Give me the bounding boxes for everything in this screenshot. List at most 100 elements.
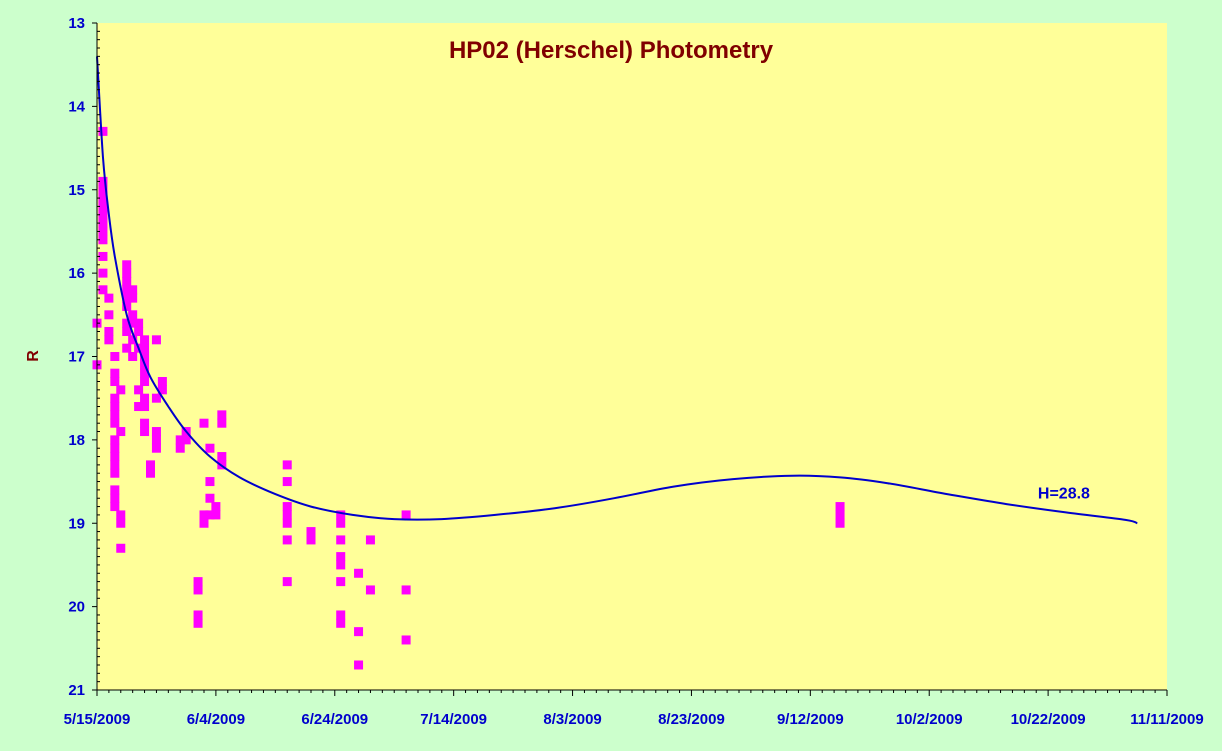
data-point	[282, 577, 292, 587]
data-point	[365, 585, 375, 595]
data-point	[151, 443, 161, 453]
data-point	[181, 435, 191, 445]
data-point	[116, 427, 126, 437]
data-point	[110, 443, 120, 453]
data-point	[122, 285, 132, 295]
data-point	[122, 326, 132, 336]
x-tick-label: 11/11/2009	[1130, 711, 1203, 728]
y-tick-label: 20	[68, 599, 85, 616]
data-point	[199, 510, 209, 520]
y-tick-label: 15	[68, 182, 85, 199]
data-point	[104, 335, 114, 345]
data-point	[205, 493, 215, 503]
data-point	[110, 485, 120, 495]
data-point	[401, 635, 411, 645]
data-point	[128, 318, 138, 328]
fit-curve-line	[96, 56, 1138, 525]
data-point	[98, 285, 108, 295]
x-axis-ticks: 5/15/2009 6/4/2009 6/24/2009 7/14/2009 8/3/2…	[64, 690, 1204, 728]
data-point	[98, 251, 108, 261]
data-point	[151, 335, 161, 345]
data-point	[140, 393, 150, 403]
data-point	[110, 393, 120, 403]
data-point	[140, 368, 150, 378]
data-point	[354, 568, 364, 578]
data-point	[211, 502, 221, 512]
data-point	[193, 585, 203, 595]
x-tick-label: 10/22/2009	[1011, 711, 1086, 728]
x-tick-label: 5/15/2009	[64, 711, 131, 728]
data-point	[104, 310, 114, 320]
data-point	[98, 218, 108, 228]
data-point	[205, 477, 215, 487]
data-point	[110, 468, 120, 478]
data-point	[110, 368, 120, 378]
data-point	[122, 318, 132, 328]
data-point	[175, 443, 185, 453]
data-point	[128, 335, 138, 345]
data-point	[205, 443, 215, 453]
data-point	[193, 618, 203, 628]
data-point	[116, 510, 126, 520]
data-point	[134, 402, 144, 412]
data-point	[128, 310, 138, 320]
data-point	[157, 385, 167, 395]
data-point	[110, 402, 120, 412]
data-point	[134, 318, 144, 328]
data-point	[217, 452, 227, 462]
data-point	[98, 185, 108, 195]
x-tick-label: 8/23/2009	[658, 711, 725, 728]
data-point	[336, 518, 346, 528]
fit-curve-label: H=28.8	[1038, 485, 1090, 502]
data-point	[110, 435, 120, 445]
data-point	[282, 502, 292, 512]
y-axis-label: R	[25, 350, 42, 362]
data-point	[336, 560, 346, 570]
data-point	[116, 543, 126, 553]
y-tick-label: 16	[68, 265, 85, 282]
data-point	[336, 577, 346, 587]
data-point	[128, 352, 138, 361]
data-point	[98, 193, 108, 203]
data-point	[98, 176, 108, 186]
data-point	[199, 518, 209, 528]
y-tick-label: 19	[68, 515, 85, 532]
data-point	[98, 126, 108, 136]
x-tick-label: 6/24/2009	[301, 711, 368, 728]
data-point	[282, 518, 292, 528]
data-point	[401, 510, 411, 520]
data-point	[354, 660, 364, 670]
data-point	[146, 460, 155, 470]
data-point	[110, 493, 120, 503]
y-tick-label: 14	[68, 98, 85, 115]
data-point	[140, 402, 150, 412]
data-point	[110, 502, 120, 512]
data-point	[217, 418, 227, 428]
x-tick-label: 9/12/2009	[777, 711, 844, 728]
data-point	[140, 427, 150, 437]
data-point	[336, 610, 346, 620]
data-point	[140, 352, 150, 361]
plot-area	[97, 23, 1167, 690]
data-point	[110, 452, 120, 462]
data-point	[116, 385, 126, 395]
data-point	[128, 293, 138, 303]
data-point	[98, 201, 108, 211]
data-point	[134, 326, 144, 336]
x-tick-label: 10/2/2009	[896, 711, 963, 728]
data-point	[134, 385, 144, 395]
data-point	[122, 268, 132, 278]
data-point	[835, 518, 845, 528]
data-point	[336, 510, 346, 520]
data-point	[98, 226, 108, 236]
data-point	[199, 418, 209, 428]
data-point	[175, 435, 185, 445]
data-point	[282, 477, 292, 487]
y-tick-label: 17	[68, 349, 85, 366]
data-point	[205, 510, 215, 520]
y-tick-label: 18	[68, 432, 85, 449]
data-point	[306, 535, 316, 545]
data-point	[151, 427, 161, 437]
data-point	[98, 235, 108, 245]
